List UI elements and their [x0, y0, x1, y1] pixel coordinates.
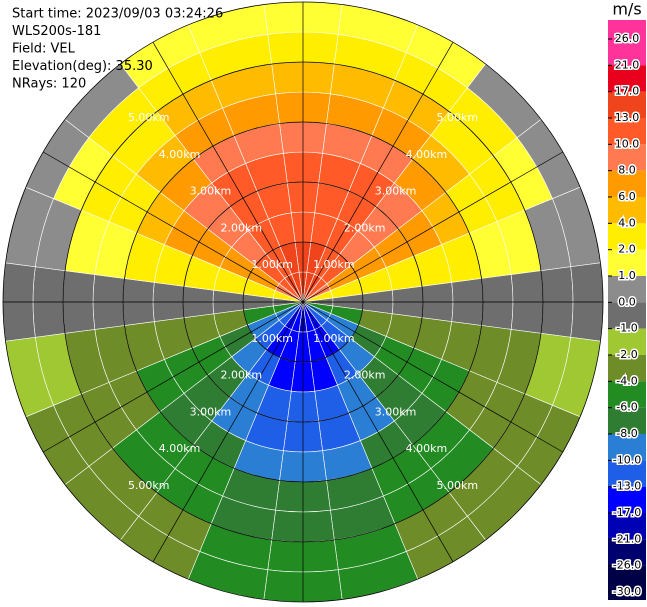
colorbar-tick-label: 1.0 — [618, 269, 636, 282]
spoke — [152, 42, 304, 303]
info-line: WLS200s-181 — [12, 24, 101, 39]
range-ring — [62, 61, 544, 543]
colorbar-tick-label: -2.0 — [616, 348, 637, 361]
spoke — [302, 301, 563, 453]
colorbar-bin — [608, 355, 646, 382]
info-line: NRays: 120 — [12, 77, 86, 92]
range-ring — [182, 181, 424, 423]
range-rings: 1.00km 1.00km 1.00km 1.00km 2.00km 2.00km 2.00… — [2, 1, 604, 603]
range-label: 3.00km — [190, 405, 232, 418]
range-label: 4.00km — [406, 442, 448, 455]
colorbar-tick-label: -21.0 — [613, 532, 641, 545]
colorbar-bin — [608, 170, 646, 197]
colorbar-tick-label: 26.0 — [615, 32, 640, 45]
range-label: 5.00km — [436, 479, 478, 492]
range-label: 2.00km — [221, 369, 263, 382]
colorbar-tick-label: -30.0 — [613, 585, 641, 598]
colorbar-tick-label: 10.0 — [615, 137, 640, 150]
colorbar-tick-label: 21.0 — [615, 58, 640, 71]
colorbar-tick-label: -13.0 — [613, 480, 641, 493]
spoke — [302, 42, 454, 303]
colorbar-tick-label: -10.0 — [613, 453, 641, 466]
colorbar-bin — [608, 407, 646, 434]
colorbar-bin — [608, 460, 646, 487]
colorbar-tick-label: -8.0 — [616, 427, 637, 440]
colorbar-bin — [608, 20, 646, 66]
colorbar-bin — [608, 249, 646, 276]
colorbar-bin — [608, 434, 646, 461]
colorbar-tick-label: 17.0 — [615, 85, 640, 98]
range-label: 4.00km — [159, 442, 201, 455]
range-label: 1.00km — [251, 332, 293, 345]
info-line: Start time: 2023/09/03 03:24:26 — [12, 7, 223, 22]
colorbar: m/s 26.0 21.0 17.0 13.0 10.0 8.0 6.0 4.0 2.0 1.0 0.… — [608, 0, 646, 600]
colorbar-bin — [608, 197, 646, 224]
spoke — [302, 301, 454, 562]
range-ring — [242, 241, 364, 363]
range-label: 4.00km — [406, 148, 448, 161]
velocity-field — [2, 1, 604, 603]
colorbar-tick-label: 2.0 — [618, 243, 636, 256]
range-label: 2.00km — [344, 369, 386, 382]
colorbar-bin — [608, 118, 646, 145]
range-label: 1.00km — [313, 332, 355, 345]
spoke — [43, 301, 304, 453]
range-label: 2.00km — [344, 221, 386, 234]
range-label: 5.00km — [128, 479, 170, 492]
colorbar-bin — [608, 276, 646, 303]
colorbar-bin — [608, 513, 646, 540]
info-block: Start time: 2023/09/03 03:24:26 WLS200s-1… — [12, 7, 223, 92]
range-label: 1.00km — [313, 258, 355, 271]
spoke — [43, 151, 304, 303]
spoke — [152, 301, 304, 562]
colorbar-bin — [608, 328, 646, 355]
colorbar-tick-label: 4.0 — [618, 216, 636, 229]
range-ring — [2, 1, 604, 603]
info-line: Elevation(deg): 35.30 — [12, 59, 153, 74]
colorbar-tick-label: -1.0 — [616, 322, 637, 335]
range-label: 3.00km — [375, 405, 417, 418]
range-label: 3.00km — [190, 185, 232, 198]
range-ring — [122, 121, 484, 483]
spoke — [302, 151, 563, 303]
colorbar-bin — [608, 91, 646, 118]
range-label: 5.00km — [436, 111, 478, 124]
colorbar-label: m/s — [612, 0, 641, 19]
range-label: 5.00km — [128, 111, 170, 124]
colorbar-tick-label: -6.0 — [616, 401, 637, 414]
colorbar-bin — [608, 144, 646, 171]
range-label: 4.00km — [159, 148, 201, 161]
colorbar-bin — [608, 539, 646, 566]
colorbar-tick-label: 13.0 — [615, 111, 640, 124]
colorbar-bin — [608, 565, 646, 600]
colorbar-bin — [608, 65, 646, 92]
colorbar-tick-label: -26.0 — [613, 559, 641, 572]
colorbar-tick-label: -4.0 — [616, 374, 637, 387]
colorbar-bin — [608, 381, 646, 408]
range-label: 3.00km — [375, 185, 417, 198]
colorbar-tick-label: -17.0 — [613, 506, 641, 519]
colorbar-tick-label: 0.0 — [618, 295, 636, 308]
colorbar-bin — [608, 223, 646, 250]
colorbar-tick-label: 6.0 — [618, 190, 636, 203]
range-label: 2.00km — [221, 221, 263, 234]
range-label: 1.00km — [251, 258, 293, 271]
info-line: Field: VEL — [12, 42, 76, 57]
colorbar-tick-label: 8.0 — [618, 164, 636, 177]
colorbar-bin — [608, 302, 646, 329]
colorbar-bin — [608, 486, 646, 513]
